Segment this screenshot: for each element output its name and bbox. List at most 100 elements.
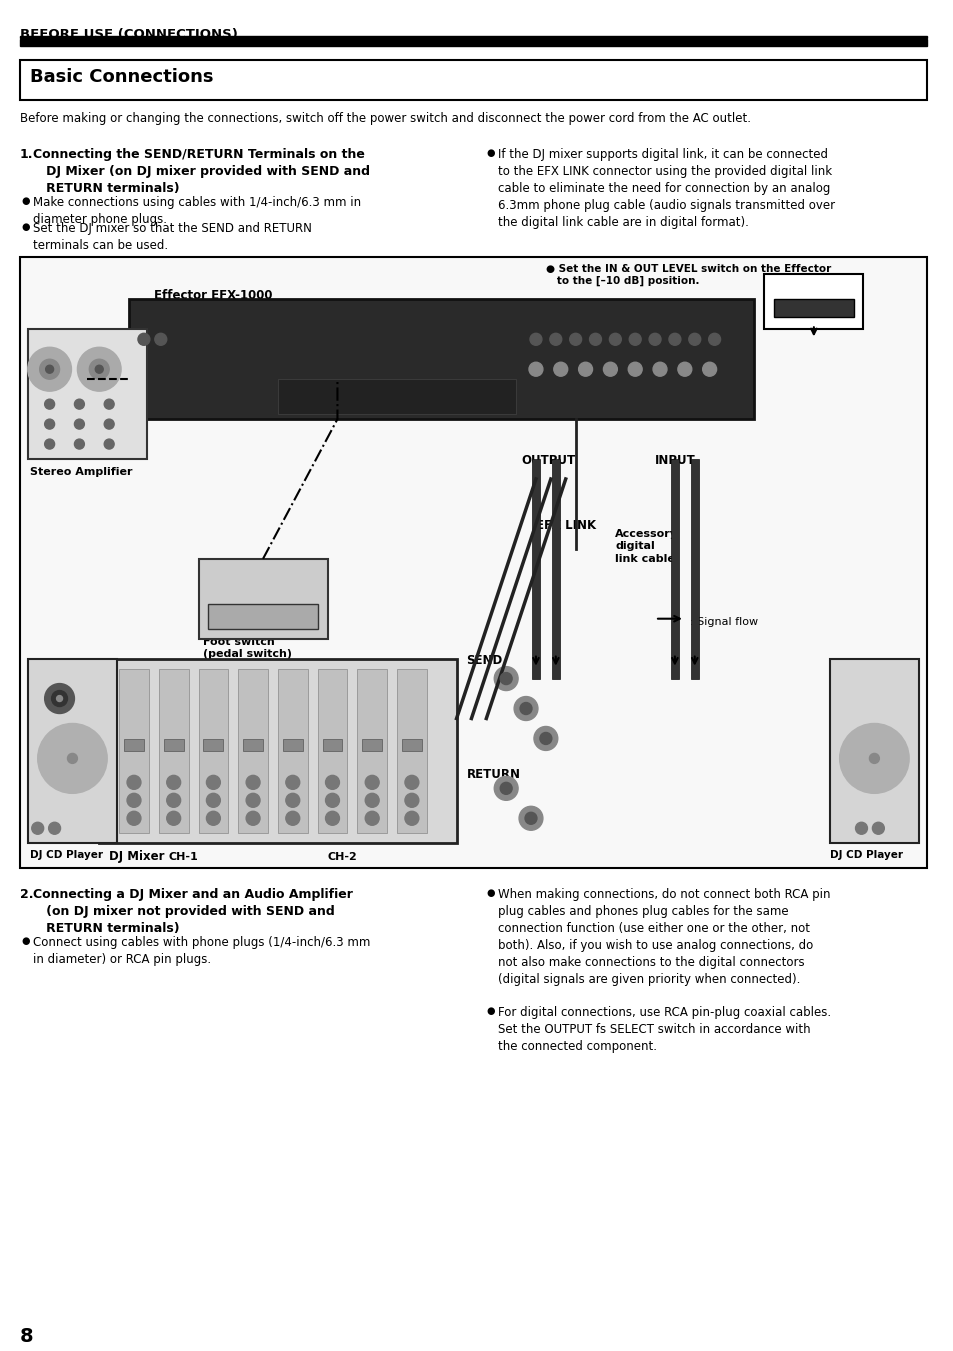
Circle shape [127,812,141,825]
Circle shape [325,775,339,789]
Text: MASTER OUT: MASTER OUT [30,669,106,678]
Circle shape [38,724,107,793]
Circle shape [499,673,512,685]
Circle shape [708,334,720,346]
Text: 8: 8 [20,1327,33,1346]
Bar [198,559,327,639]
Circle shape [653,362,666,376]
Circle shape [569,334,581,346]
Text: Connect using cables with phone plugs (1/4-inch/6.3 mm
in diameter) or RCA pin p: Connect using cables with phone plugs (1… [32,936,370,966]
Text: ●: ● [22,196,30,205]
Circle shape [286,793,299,808]
Bar [277,669,308,834]
Text: : Signal flow: : Signal flow [689,616,757,627]
Circle shape [45,439,54,449]
Circle shape [206,793,220,808]
Text: DJ CD Player: DJ CD Player [829,850,902,861]
Circle shape [45,684,74,713]
Bar [401,739,421,751]
Bar [203,739,223,751]
Bar [243,739,263,751]
Circle shape [40,359,59,380]
Circle shape [494,777,517,800]
Circle shape [74,439,84,449]
Circle shape [603,362,617,376]
Circle shape [539,732,551,744]
Bar [532,459,539,678]
Circle shape [56,696,63,701]
Circle shape [589,334,600,346]
Circle shape [104,419,114,430]
Circle shape [855,823,866,835]
Text: Set the DJ mixer so that the SEND and RETURN
terminals can be used.: Set the DJ mixer so that the SEND and RE… [32,222,312,251]
Text: DJ CD Player: DJ CD Player [30,850,103,861]
Circle shape [49,823,60,835]
Bar [99,659,456,843]
Circle shape [138,334,150,346]
Circle shape [678,362,691,376]
Text: SEND: SEND [466,654,502,666]
Circle shape [104,439,114,449]
Circle shape [127,775,141,789]
Circle shape [668,334,680,346]
Circle shape [529,362,542,376]
Circle shape [90,359,109,380]
Circle shape [628,362,641,376]
Circle shape [95,365,103,373]
Text: 1.: 1. [20,147,33,161]
Circle shape [45,399,54,409]
Circle shape [648,334,660,346]
Text: Basic Connections: Basic Connections [30,68,213,86]
Text: ●: ● [486,147,495,158]
Bar [20,39,926,46]
Bar [124,739,144,751]
Bar [164,739,183,751]
Circle shape [68,754,77,763]
Circle shape [286,812,299,825]
Text: ● Set the IN & OUT LEVEL switch on the Effector
   to the [–10 dB] position.: ● Set the IN & OUT LEVEL switch on the E… [545,265,830,286]
Circle shape [629,334,640,346]
Circle shape [609,334,620,346]
Circle shape [868,754,879,763]
Circle shape [404,775,418,789]
Circle shape [206,812,220,825]
Bar [277,380,516,415]
Text: Accessory
digital
link cable: Accessory digital link cable [615,528,678,563]
Text: If the DJ mixer supports digital link, it can be connected
to the EFX LINK conne: If the DJ mixer supports digital link, i… [497,147,835,228]
Text: BEFORE USE (CONNECTIONS): BEFORE USE (CONNECTIONS) [20,28,237,41]
Bar [208,604,317,628]
Circle shape [519,703,532,715]
Text: RETURN: RETURN [466,769,520,781]
Circle shape [365,793,378,808]
Bar [20,59,926,100]
Bar [317,669,347,834]
Circle shape [518,807,542,831]
Text: ●: ● [22,936,30,946]
Text: DJ Mixer: DJ Mixer [109,850,165,863]
Bar [20,258,926,869]
Circle shape [499,782,512,794]
Circle shape [45,419,54,430]
Bar [322,739,342,751]
Text: CH-1: CH-1 [169,852,198,862]
Bar [198,669,228,834]
Circle shape [246,775,260,789]
Text: Connecting a DJ Mixer and an Audio Amplifier
   (on DJ mixer not provided with S: Connecting a DJ Mixer and an Audio Ampli… [32,888,353,935]
Circle shape [494,666,517,690]
Circle shape [167,793,180,808]
Bar [28,330,147,459]
Circle shape [404,793,418,808]
Text: Connecting the SEND/RETURN Terminals on the
   DJ Mixer (on DJ mixer provided wi: Connecting the SEND/RETURN Terminals on … [32,147,370,195]
Circle shape [524,812,537,824]
Bar [362,739,382,751]
Circle shape [325,793,339,808]
Text: Effector EFX-1000: Effector EFX-1000 [153,289,272,303]
Circle shape [549,334,561,346]
Text: ●: ● [486,888,495,898]
Circle shape [534,727,558,750]
Circle shape [28,347,71,392]
Circle shape [514,697,537,720]
Circle shape [246,793,260,808]
Bar [829,659,918,843]
Circle shape [530,334,541,346]
